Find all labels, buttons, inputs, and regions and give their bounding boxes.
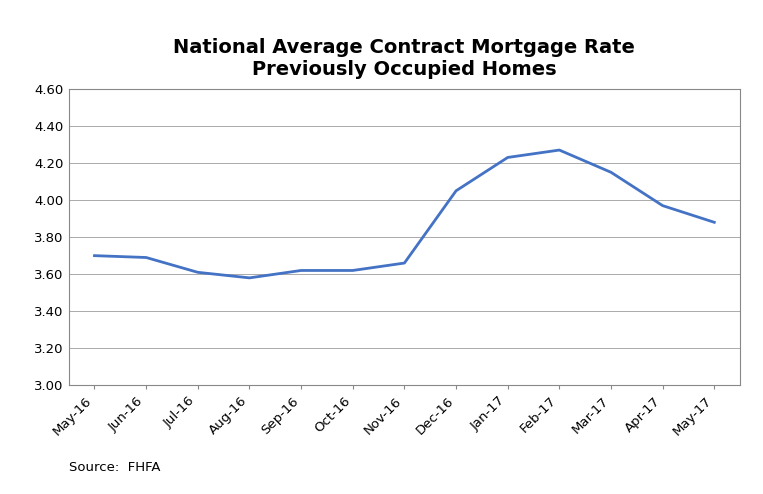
- Text: Source:  FHFA: Source: FHFA: [69, 461, 160, 474]
- Title: National Average Contract Mortgage Rate
Previously Occupied Homes: National Average Contract Mortgage Rate …: [173, 38, 636, 79]
